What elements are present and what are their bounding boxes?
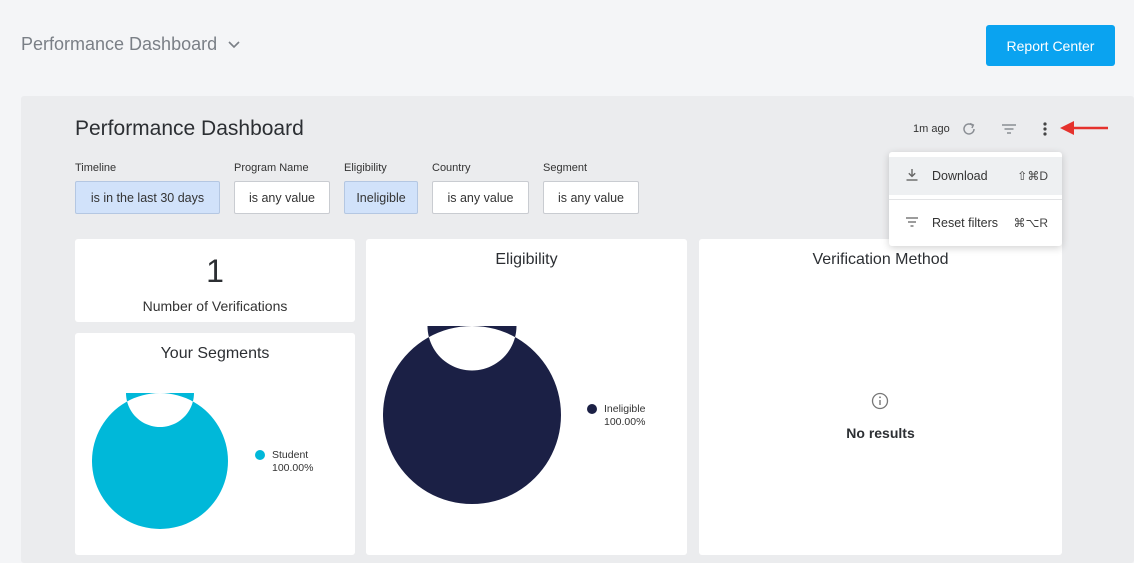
report-center-button[interactable]: Report Center — [986, 25, 1115, 66]
legend-label: Ineligible — [604, 403, 646, 415]
info-icon — [871, 392, 889, 410]
filter-timeline: Timeline is in the last 30 days — [75, 162, 220, 214]
verification-card-title: Verification Method — [812, 251, 949, 268]
menu-item-download[interactable]: Download ⇧⌘D — [889, 157, 1062, 195]
filter-eligibility: Eligibility Ineligible — [344, 162, 418, 214]
arrow-annotation-icon — [1060, 121, 1108, 135]
legend-label: Student — [272, 449, 309, 461]
segments-card-title: Your Segments — [160, 345, 270, 362]
header-title: Performance Dashboard — [21, 34, 218, 54]
verification-method-card: Verification Method No results — [699, 239, 1062, 555]
eligibility-card-title: Eligibility — [495, 251, 558, 268]
kpi-value: 1 — [206, 253, 224, 289]
no-results-text: No results — [846, 425, 915, 441]
menu-item-shortcut: ⇧⌘D — [1017, 169, 1048, 183]
legend-entry: Student 100.00% — [255, 449, 313, 475]
menu-item-reset-filters[interactable]: Reset filters ⌘⌥R — [889, 204, 1062, 242]
legend-value: 100.00% — [604, 416, 646, 428]
filter-label: Segment — [543, 162, 588, 174]
filter-program-name: Program Name is any value — [234, 162, 330, 214]
filter-label: Program Name — [234, 162, 309, 174]
filter-label: Eligibility — [344, 162, 387, 174]
filter-segment: Segment is any value — [543, 162, 639, 214]
filter-value-eligibility[interactable]: Ineligible — [344, 181, 418, 214]
filter-country: Country is any value — [432, 162, 529, 214]
filter-value-timeline[interactable]: is in the last 30 days — [75, 181, 220, 214]
filter-value-program-name[interactable]: is any value — [234, 181, 330, 214]
legend-swatch — [587, 404, 597, 414]
download-icon — [906, 169, 918, 181]
menu-item-label: Download — [932, 169, 988, 183]
eligibility-donut-chart — [383, 326, 561, 504]
legend-entry: Ineligible 100.00% — [587, 403, 645, 429]
page-title: Performance Dashboard — [75, 117, 304, 140]
filter-icon[interactable] — [999, 119, 1019, 139]
refresh-icon[interactable] — [959, 119, 979, 139]
kpi-label: Number of Verifications — [142, 298, 288, 314]
menu-item-shortcut: ⌘⌥R — [1013, 216, 1049, 230]
more-vertical-icon[interactable] — [1035, 119, 1055, 139]
donut-slice-ineligible[interactable] — [383, 326, 561, 504]
menu-divider — [889, 199, 1062, 200]
legend-value: 100.00% — [272, 462, 314, 474]
chevron-down-icon — [228, 40, 240, 48]
filter-value-segment[interactable]: is any value — [543, 181, 639, 214]
segments-card: Your Segments Student 100.00% — [75, 333, 355, 555]
eligibility-card: Eligibility Ineligible 100.00% — [366, 239, 687, 555]
filter-label: Country — [432, 162, 471, 174]
filter-label: Timeline — [75, 162, 117, 174]
last-updated-text: 1m ago — [913, 123, 950, 135]
segments-donut-chart — [92, 393, 228, 529]
filter-icon — [906, 217, 918, 227]
menu-item-label: Reset filters — [932, 216, 998, 230]
more-options-menu: Download ⇧⌘D Reset filters ⌘⌥R — [889, 152, 1062, 246]
donut-slice-student[interactable] — [92, 393, 228, 529]
kpi-card: 1 Number of Verifications — [75, 239, 355, 322]
dashboard-selector[interactable]: Performance Dashboard — [21, 34, 241, 55]
legend-swatch — [255, 450, 265, 460]
filter-value-country[interactable]: is any value — [432, 181, 529, 214]
